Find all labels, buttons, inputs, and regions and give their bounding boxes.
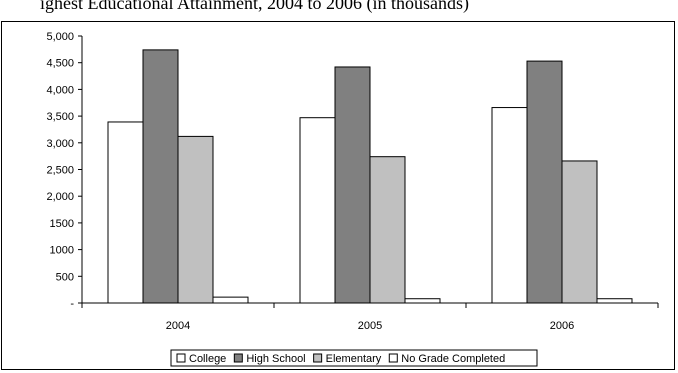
bar-high-school-2005 — [334, 66, 371, 304]
legend-label-no-grade-completed: No Grade Completed — [401, 353, 505, 365]
x-tick-label: 2004 — [166, 320, 190, 332]
chart-title-strip: ighest Educational Attainment, 2004 to 2… — [0, 0, 678, 22]
bar-college-2005 — [299, 117, 336, 304]
y-tick-label: 5,000 — [46, 31, 74, 43]
x-tick-label: 2005 — [358, 320, 382, 332]
bar-no-grade-completed-2005 — [404, 298, 441, 304]
y-tick-label: - — [70, 298, 74, 310]
bar-high-school-2006 — [526, 60, 563, 304]
y-tick-label: 2,000 — [46, 191, 74, 203]
y-tick-label: 3,500 — [46, 111, 74, 123]
legend-label-high-school: High School — [246, 353, 305, 365]
y-tick-label: 4,500 — [46, 58, 74, 70]
bar-elementary-2006 — [561, 160, 598, 304]
bar-elementary-2005 — [369, 156, 406, 304]
chart-title: ighest Educational Attainment, 2004 to 2… — [40, 0, 469, 13]
bar-high-school-2004 — [142, 49, 179, 304]
x-tick-label: 2006 — [550, 320, 574, 332]
y-tick-label: 2,500 — [46, 165, 74, 177]
y-tick-label: 4,000 — [46, 84, 74, 96]
bar-no-grade-completed-2006 — [596, 298, 633, 304]
bar-no-grade-completed-2004 — [212, 296, 249, 304]
bar-college-2006 — [491, 107, 528, 304]
bar-elementary-2004 — [177, 135, 214, 304]
y-tick-label: 1000 — [50, 245, 74, 257]
y-tick-label: 500 — [56, 271, 74, 283]
legend-swatch-college — [176, 353, 186, 363]
legend-label-college: College — [189, 353, 226, 365]
bar-college-2004 — [107, 121, 144, 304]
legend-label-elementary: Elementary — [326, 353, 382, 365]
legend-swatch-high-school — [233, 353, 243, 363]
legend-swatch-no-grade-completed — [388, 353, 398, 363]
legend-swatch-elementary — [313, 353, 323, 363]
legend-box — [170, 349, 538, 367]
y-tick-label: 1500 — [50, 218, 74, 230]
y-tick-label: 3,000 — [46, 138, 74, 150]
